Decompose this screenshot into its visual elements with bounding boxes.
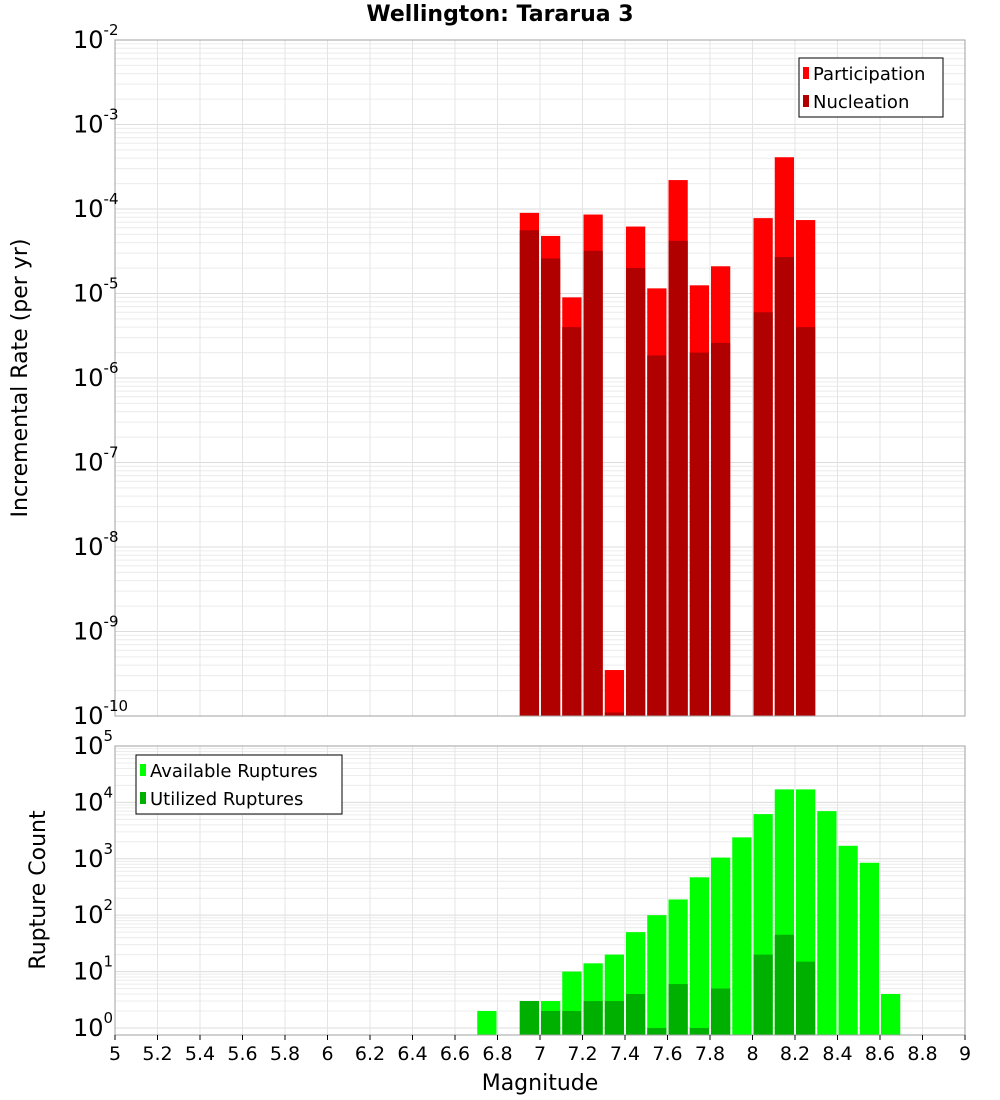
- x-tick-label: 8.4: [822, 1043, 852, 1065]
- bottom-legend: Available Ruptures Utilized Ruptures: [135, 754, 343, 815]
- x-tick-label: 5: [109, 1043, 121, 1065]
- x-tick-label: 9: [959, 1043, 971, 1065]
- top-plot-frame: [114, 39, 966, 717]
- legend-swatch-available: [140, 764, 146, 776]
- bar-utilized-ruptures: [519, 1001, 539, 1035]
- bar-utilized-ruptures: [604, 1001, 624, 1035]
- top-legend-box: [798, 57, 944, 118]
- x-tick-label: 7.4: [610, 1043, 640, 1065]
- x-tick-label: 6.6: [440, 1043, 470, 1065]
- bar-utilized-ruptures: [541, 1010, 561, 1035]
- x-tick-label: 5.8: [270, 1043, 300, 1065]
- chart-title: Wellington: Tararua 3: [366, 2, 634, 27]
- x-tick-label: 6.8: [482, 1043, 512, 1065]
- legend-swatch-utilized: [140, 792, 146, 804]
- bottom-legend-box: [135, 754, 343, 815]
- x-tick-label: 8.6: [865, 1043, 895, 1065]
- bar-available-ruptures: [647, 915, 667, 1035]
- bar-available-ruptures: [817, 811, 837, 1035]
- y-tick-label: 10-6: [73, 359, 119, 392]
- legend-label-nucleation: Nucleation: [813, 92, 909, 113]
- legend-swatch-nucleation: [803, 95, 809, 107]
- top-legend: Participation Nucleation: [798, 57, 944, 118]
- bar-available-ruptures: [477, 1010, 497, 1035]
- bar-utilized-ruptures: [562, 1010, 582, 1035]
- y-tick-label: 10-4: [73, 190, 119, 223]
- bar-available-ruptures: [732, 837, 752, 1035]
- x-tick-label: 6.4: [397, 1043, 427, 1065]
- x-tick-label: 5.4: [185, 1043, 215, 1065]
- top-y-axis-label: Incremental Rate (per yr): [8, 239, 33, 518]
- bar-nucleation: [689, 352, 709, 716]
- bar-available-ruptures: [859, 862, 879, 1035]
- bottom-y-ticks: 100 101 102 103 104 105: [73, 727, 113, 1042]
- top-grid: [114, 39, 966, 717]
- bar-nucleation: [668, 240, 688, 716]
- y-tick-label: 102: [73, 896, 113, 929]
- x-tick-label: 7.6: [652, 1043, 682, 1065]
- x-tick-label: 7: [534, 1043, 546, 1065]
- bottom-bars: [477, 789, 901, 1035]
- y-tick-label: 10-3: [73, 106, 119, 139]
- y-tick-label: 103: [73, 840, 113, 873]
- legend-label-utilized: Utilized Ruptures: [150, 789, 303, 810]
- top-y-ticks: 10-10 10-9 10-8 10-7 10-6 10-5 10-4 10-3 10-2: [73, 21, 128, 730]
- bar-utilized-ruptures: [711, 988, 731, 1035]
- y-tick-label: 104: [73, 783, 113, 816]
- y-tick-label: 10-9: [73, 613, 119, 646]
- bar-nucleation: [796, 327, 816, 716]
- bar-utilized-ruptures: [796, 961, 816, 1035]
- y-tick-label: 101: [73, 953, 113, 986]
- y-tick-label: 10-7: [73, 444, 119, 477]
- bar-available-ruptures: [689, 877, 709, 1035]
- bar-participation: [604, 670, 624, 716]
- bar-nucleation: [774, 257, 794, 716]
- x-tick-label: 6.2: [355, 1043, 385, 1065]
- x-tick-label: 8: [746, 1043, 758, 1065]
- bar-nucleation: [541, 258, 561, 716]
- bar-nucleation: [519, 230, 539, 716]
- legend-label-participation: Participation: [813, 64, 925, 85]
- bar-nucleation: [583, 250, 603, 716]
- bar-utilized-ruptures: [668, 984, 688, 1035]
- legend-swatch-participation: [803, 67, 809, 79]
- x-tick-label: 5.2: [142, 1043, 172, 1065]
- x-tick-label: 6: [321, 1043, 333, 1065]
- x-ticks: 5 5.2 5.4 5.6 5.8 6 6.2 6.4 6.6 6.8 7 7.2 7.4 7.6 7.8 8…: [109, 1035, 971, 1065]
- bar-nucleation: [753, 312, 773, 716]
- y-tick-label: 100: [73, 1009, 113, 1042]
- x-tick-label: 8.8: [907, 1043, 937, 1065]
- bar-nucleation: [711, 342, 731, 716]
- legend-label-available: Available Ruptures: [150, 761, 318, 782]
- y-tick-label: 10-10: [73, 697, 128, 730]
- y-tick-label: 105: [73, 727, 113, 760]
- bar-available-ruptures: [838, 845, 858, 1035]
- bar-utilized-ruptures: [647, 1027, 667, 1035]
- bar-utilized-ruptures: [626, 994, 646, 1035]
- bottom-y-axis-label: Rupture Count: [26, 810, 51, 970]
- x-tick-label: 7.2: [567, 1043, 597, 1065]
- bar-utilized-ruptures: [583, 1001, 603, 1035]
- bar-nucleation: [604, 712, 624, 716]
- bar-utilized-ruptures: [774, 934, 794, 1035]
- y-tick-label: 10-2: [73, 21, 119, 54]
- y-tick-label: 10-5: [73, 275, 119, 308]
- bar-utilized-ruptures: [753, 954, 773, 1035]
- bar-nucleation: [562, 327, 582, 716]
- x-axis-label: Magnitude: [482, 1071, 599, 1096]
- x-tick-label: 5.6: [227, 1043, 257, 1065]
- top-bars: [519, 157, 816, 717]
- x-tick-label: 7.8: [695, 1043, 725, 1065]
- bar-nucleation: [626, 268, 646, 716]
- bar-utilized-ruptures: [689, 1027, 709, 1035]
- x-tick-label: 8.2: [780, 1043, 810, 1065]
- y-tick-label: 10-8: [73, 528, 119, 561]
- bar-nucleation: [647, 355, 667, 716]
- bar-available-ruptures: [881, 994, 901, 1035]
